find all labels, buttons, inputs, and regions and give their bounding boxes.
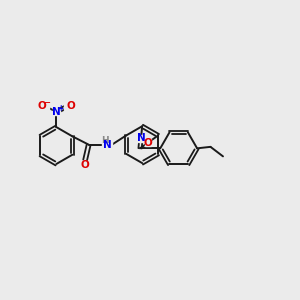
Text: N: N <box>136 134 146 143</box>
Text: −: − <box>43 98 50 107</box>
Text: N: N <box>52 107 61 117</box>
Bar <box>53 108 60 115</box>
Bar <box>145 139 152 146</box>
Text: H: H <box>101 136 109 145</box>
Text: O: O <box>38 101 46 111</box>
Text: O: O <box>81 160 89 170</box>
Bar <box>41 103 49 110</box>
Bar <box>102 140 112 149</box>
Text: O: O <box>144 137 153 148</box>
Text: N: N <box>103 140 112 150</box>
Text: O: O <box>66 101 75 111</box>
Bar <box>81 160 89 168</box>
Text: +: + <box>57 104 63 113</box>
Bar <box>138 135 144 142</box>
Bar <box>64 103 71 110</box>
